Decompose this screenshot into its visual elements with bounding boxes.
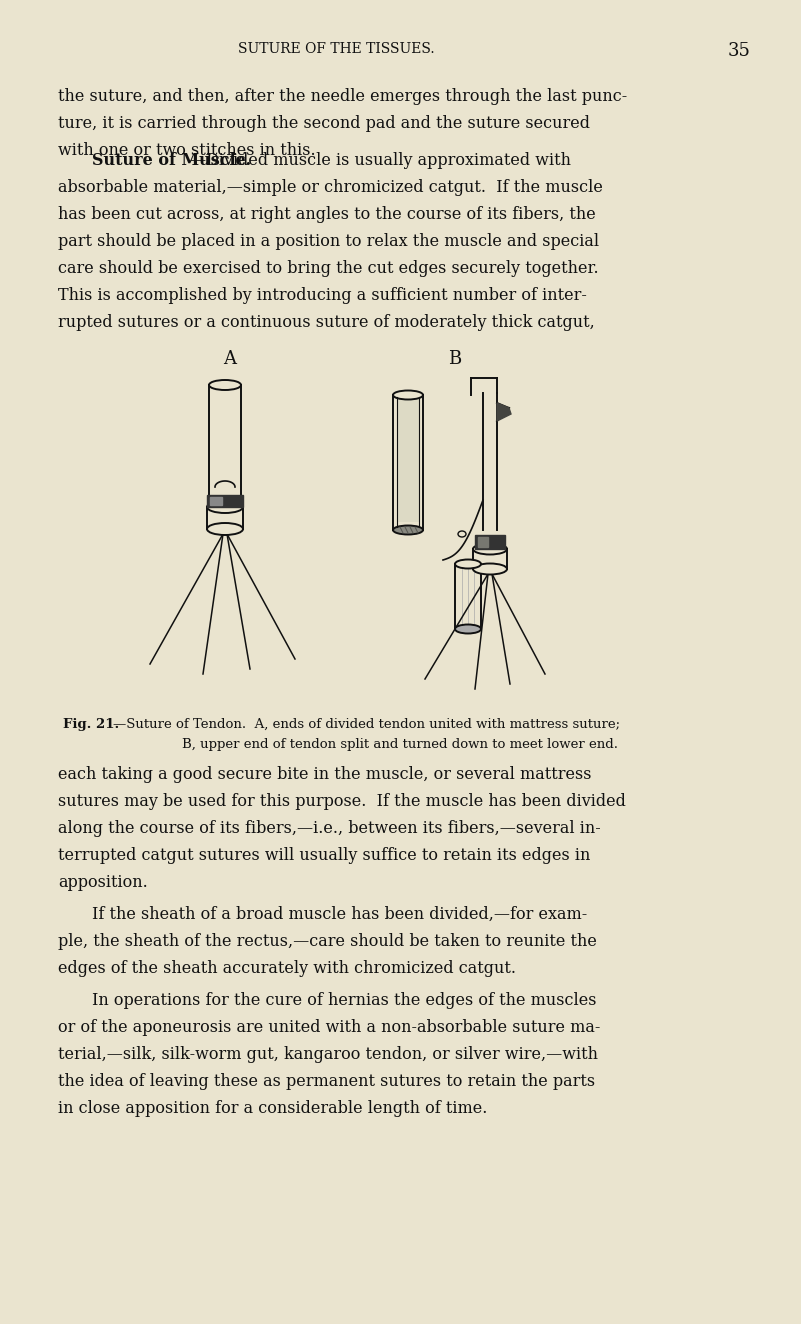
Text: B, upper end of tendon split and turned down to meet lower end.: B, upper end of tendon split and turned …	[183, 737, 618, 751]
Bar	[475, 535, 505, 549]
Polygon shape	[497, 402, 511, 421]
Ellipse shape	[393, 526, 423, 535]
Text: ture, it is carried through the second pad and the suture secured: ture, it is carried through the second p…	[58, 115, 590, 132]
Ellipse shape	[473, 543, 507, 555]
Text: A: A	[223, 350, 236, 368]
Ellipse shape	[207, 500, 243, 512]
Ellipse shape	[458, 531, 466, 538]
Text: the suture, and then, after the needle emerges through the last punc-: the suture, and then, after the needle e…	[58, 87, 628, 105]
Text: has been cut across, at right angles to the course of its fibers, the: has been cut across, at right angles to …	[58, 207, 596, 222]
Ellipse shape	[455, 560, 481, 568]
Bar	[210, 496, 222, 504]
Text: or of the aponeurosis are united with a non-absorbable suture ma-: or of the aponeurosis are united with a …	[58, 1019, 601, 1035]
Text: care should be exercised to bring the cut edges securely together.: care should be exercised to bring the cu…	[58, 260, 599, 277]
Bar	[478, 538, 488, 547]
Text: absorbable material,—simple or chromicized catgut.  If the muscle: absorbable material,—simple or chromiciz…	[58, 179, 603, 196]
Text: rupted sutures or a continuous suture of moderately thick catgut,: rupted sutures or a continuous suture of…	[58, 314, 595, 331]
Text: SUTURE OF THE TISSUES.: SUTURE OF THE TISSUES.	[238, 42, 435, 56]
Text: —Suture of Tendon.  A, ends of divided tendon united with mattress suture;: —Suture of Tendon. A, ends of divided te…	[114, 718, 621, 731]
Ellipse shape	[393, 391, 423, 400]
Ellipse shape	[209, 380, 241, 391]
Text: the idea of leaving these as permanent sutures to retain the parts: the idea of leaving these as permanent s…	[58, 1072, 596, 1090]
Text: If the sheath of a broad muscle has been divided,—for exam-: If the sheath of a broad muscle has been…	[92, 906, 587, 923]
Text: with one or two stitches in this.: with one or two stitches in this.	[58, 142, 316, 159]
Text: ple, the sheath of the rectus,—care should be taken to reunite the: ple, the sheath of the rectus,—care shou…	[58, 933, 598, 951]
Text: in close apposition for a considerable length of time.: in close apposition for a considerable l…	[58, 1100, 488, 1117]
Text: Suture of Muscle.: Suture of Muscle.	[92, 152, 252, 169]
Text: apposition.: apposition.	[58, 874, 148, 891]
Bar	[207, 495, 243, 507]
Ellipse shape	[207, 523, 243, 535]
Text: 35: 35	[727, 42, 751, 60]
Text: B: B	[449, 350, 461, 368]
Text: sutures may be used for this purpose.  If the muscle has been divided: sutures may be used for this purpose. If…	[58, 793, 626, 810]
Text: In operations for the cure of hernias the edges of the muscles: In operations for the cure of hernias th…	[92, 992, 597, 1009]
Text: edges of the sheath accurately with chromicized catgut.: edges of the sheath accurately with chro…	[58, 960, 517, 977]
Text: along the course of its fibers,—i.e., between its fibers,—several in-: along the course of its fibers,—i.e., be…	[58, 820, 602, 837]
Text: part should be placed in a position to relax the muscle and special: part should be placed in a position to r…	[58, 233, 600, 250]
Text: each taking a good secure bite in the muscle, or several mattress: each taking a good secure bite in the mu…	[58, 767, 592, 782]
Text: Fig. 21.: Fig. 21.	[63, 718, 119, 731]
Ellipse shape	[455, 625, 481, 633]
Text: terial,—silk, silk-worm gut, kangaroo tendon, or silver wire,—with: terial,—silk, silk-worm gut, kangaroo te…	[58, 1046, 598, 1063]
Text: —Divided muscle is usually approximated with: —Divided muscle is usually approximated …	[190, 152, 571, 169]
Text: This is accomplished by introducing a sufficient number of inter-: This is accomplished by introducing a su…	[58, 287, 587, 305]
Bar	[397, 397, 419, 522]
Ellipse shape	[473, 564, 507, 575]
Text: terrupted catgut sutures will usually suffice to retain its edges in: terrupted catgut sutures will usually su…	[58, 847, 591, 865]
